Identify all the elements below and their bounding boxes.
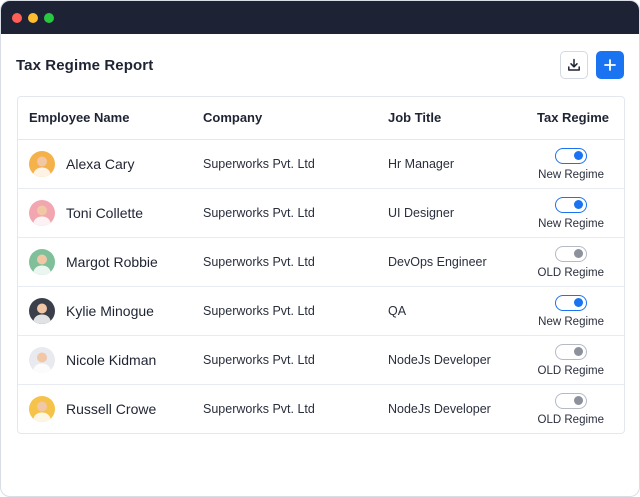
column-header-job-title[interactable]: Job Title xyxy=(388,97,533,140)
tax-regime-table: Employee Name Company Job Title Tax Regi… xyxy=(17,96,625,434)
toggle-knob xyxy=(574,200,584,209)
download-icon xyxy=(568,58,580,71)
employee-name: Alexa Cary xyxy=(66,155,135,172)
avatar xyxy=(29,297,55,324)
column-header-employee-name[interactable]: Employee Name xyxy=(18,97,203,140)
company-cell: Superworks Pvt. Ltd xyxy=(203,303,315,318)
table-row[interactable]: Kylie Minogue Superworks Pvt. Ltd QA New… xyxy=(18,286,624,335)
window-maximize-button[interactable] xyxy=(44,12,54,23)
person-icon xyxy=(33,156,51,177)
tax-regime-toggle[interactable] xyxy=(555,148,588,164)
tax-regime-toggle[interactable] xyxy=(554,246,587,262)
person-icon xyxy=(33,352,51,373)
avatar xyxy=(29,199,55,226)
table-row[interactable]: Alexa Cary Superworks Pvt. Ltd Hr Manage… xyxy=(18,139,624,188)
tax-regime-label: New Regime xyxy=(538,316,604,328)
toggle-knob xyxy=(573,396,583,406)
download-button[interactable] xyxy=(560,51,588,79)
job-title-cell: UI Designer xyxy=(388,205,454,220)
table-body: Alexa Cary Superworks Pvt. Ltd Hr Manage… xyxy=(18,139,624,433)
tax-regime-toggle[interactable] xyxy=(554,344,587,360)
table-header-row: Employee Name Company Job Title Tax Regi… xyxy=(18,97,624,140)
person-icon xyxy=(33,303,51,324)
window-titlebar xyxy=(1,1,639,34)
job-title-cell: Hr Manager xyxy=(388,156,454,171)
person-icon xyxy=(33,401,51,422)
company-cell: Superworks Pvt. Ltd xyxy=(203,254,315,269)
job-title-cell: DevOps Engineer xyxy=(388,254,487,269)
employee-name: Kylie Minogue xyxy=(66,302,154,319)
toggle-knob xyxy=(574,151,584,160)
avatar xyxy=(29,395,55,422)
employee-name: Russell Crowe xyxy=(66,400,157,417)
company-cell: Superworks Pvt. Ltd xyxy=(203,401,315,416)
toggle-knob xyxy=(573,249,583,258)
table-row[interactable]: Toni Collette Superworks Pvt. Ltd UI Des… xyxy=(18,188,624,237)
toggle-knob xyxy=(573,347,583,356)
toggle-knob xyxy=(574,298,584,307)
tax-regime-toggle[interactable] xyxy=(555,295,588,311)
avatar xyxy=(29,248,55,275)
header-actions xyxy=(560,51,624,79)
job-title-cell: NodeJs Developer xyxy=(388,401,491,416)
add-button[interactable] xyxy=(596,51,624,79)
page-title: Tax Regime Report xyxy=(16,56,154,74)
column-header-tax-regime[interactable]: Tax Regime xyxy=(533,97,624,140)
plus-icon xyxy=(604,59,616,71)
person-icon xyxy=(33,205,51,226)
company-cell: Superworks Pvt. Ltd xyxy=(203,156,315,171)
avatar xyxy=(29,150,55,177)
table-row[interactable]: Nicole Kidman Superworks Pvt. Ltd NodeJs… xyxy=(18,335,624,384)
employee-name: Toni Collette xyxy=(66,204,144,221)
window-close-button[interactable] xyxy=(12,12,22,23)
tax-regime-label: New Regime xyxy=(538,169,604,181)
tax-regime-toggle[interactable] xyxy=(555,197,588,213)
employee-name: Margot Robbie xyxy=(66,253,158,270)
tax-regime-label: OLD Regime xyxy=(537,365,604,377)
table-row[interactable]: Russell Crowe Superworks Pvt. Ltd NodeJs… xyxy=(18,384,624,433)
job-title-cell: QA xyxy=(388,303,407,318)
table-row[interactable]: Margot Robbie Superworks Pvt. Ltd DevOps… xyxy=(18,237,624,286)
person-icon xyxy=(33,254,51,275)
tax-regime-label: OLD Regime xyxy=(537,414,604,427)
column-header-company[interactable]: Company xyxy=(203,97,388,140)
employee-name: Nicole Kidman xyxy=(66,351,157,368)
tax-regime-label: OLD Regime xyxy=(537,267,604,279)
company-cell: Superworks Pvt. Ltd xyxy=(203,352,315,367)
tax-regime-label: New Regime xyxy=(538,218,604,230)
tax-regime-toggle[interactable] xyxy=(554,393,587,410)
company-cell: Superworks Pvt. Ltd xyxy=(203,205,315,220)
job-title-cell: NodeJs Developer xyxy=(388,352,491,367)
avatar xyxy=(29,346,55,373)
window-minimize-button[interactable] xyxy=(28,12,38,23)
page-header: Tax Regime Report xyxy=(1,34,639,96)
